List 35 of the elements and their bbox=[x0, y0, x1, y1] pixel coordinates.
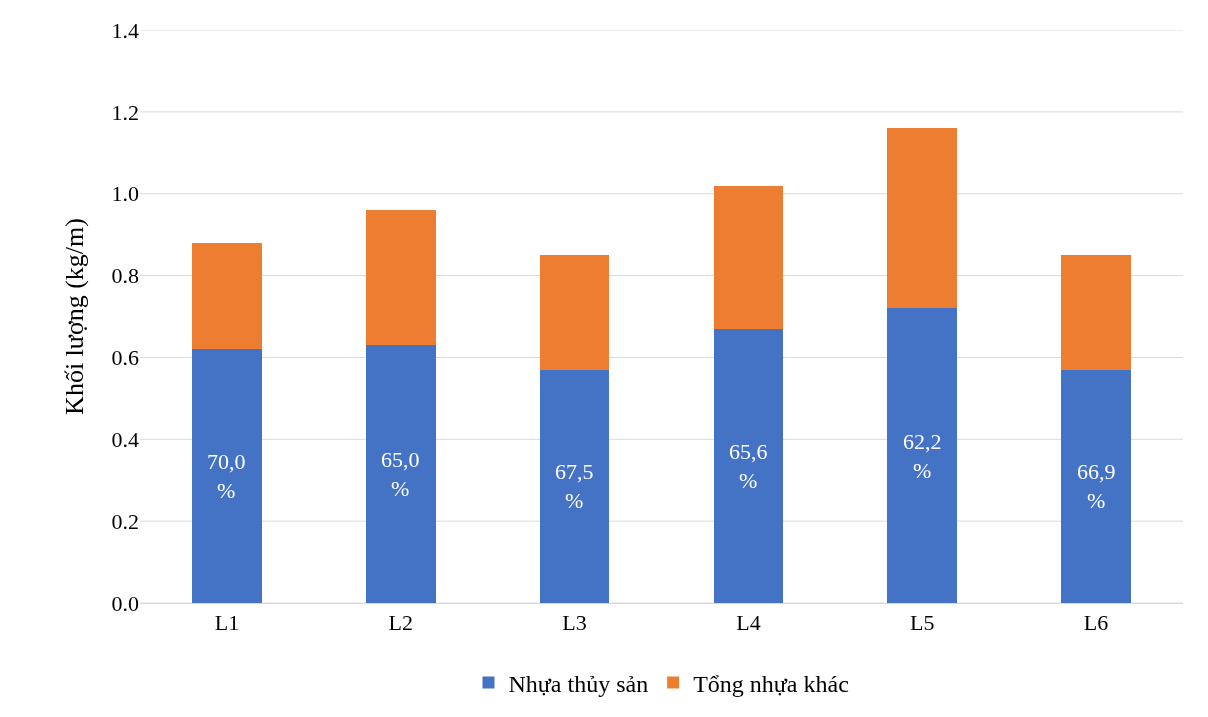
bar bbox=[192, 349, 262, 603]
bar bbox=[887, 308, 958, 603]
y-tick-label: 0.4 bbox=[111, 426, 139, 452]
bar bbox=[365, 210, 436, 346]
y-tick-label: 1.2 bbox=[111, 99, 139, 125]
x-tick-label: L6 bbox=[1083, 610, 1109, 636]
legend-label: Tổng nhựa khác bbox=[693, 670, 849, 697]
bar bbox=[1061, 255, 1131, 370]
bar bbox=[365, 345, 436, 603]
y-tick-label: 0.8 bbox=[111, 263, 139, 289]
annotation: 62,2 % bbox=[903, 429, 942, 483]
y-tick-label: 0.0 bbox=[111, 590, 139, 616]
bar bbox=[192, 242, 262, 350]
x-tick-label: L2 bbox=[388, 610, 413, 636]
annotation: 70,0 % bbox=[207, 449, 246, 503]
bar bbox=[539, 369, 610, 603]
x-tick-label: L3 bbox=[562, 610, 587, 636]
annotation: 65,0 % bbox=[381, 447, 420, 501]
bar bbox=[1061, 369, 1131, 603]
x-tick-label: L5 bbox=[910, 610, 935, 636]
bar bbox=[539, 255, 610, 370]
annotation: 65,6 % bbox=[729, 439, 768, 493]
x-tick-label: L1 bbox=[214, 610, 240, 636]
y-tick-label: 0.6 bbox=[111, 345, 139, 371]
bar bbox=[713, 185, 784, 329]
y-tick-label: 1.4 bbox=[111, 17, 139, 43]
legend-label: Nhựa thủy sản bbox=[508, 670, 649, 697]
bar bbox=[887, 128, 958, 309]
annotation: 66,9 % bbox=[1077, 459, 1116, 513]
bar bbox=[713, 328, 784, 603]
y-tick-label: 0.2 bbox=[111, 508, 139, 534]
x-tick-label: L4 bbox=[736, 610, 761, 636]
annotation: 67,5 % bbox=[555, 459, 594, 513]
y-axis-title: Khối lượng (kg/m) bbox=[59, 218, 89, 415]
y-tick-label: 1.0 bbox=[111, 181, 139, 207]
